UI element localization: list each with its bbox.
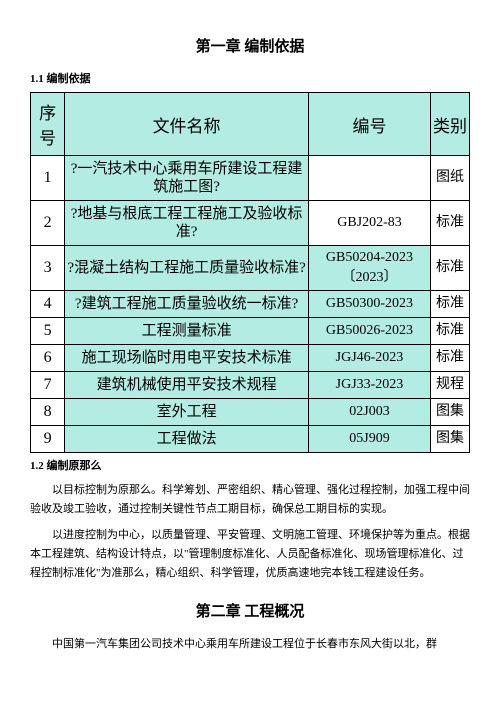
cell-seq: 4	[31, 291, 65, 318]
cell-name: 工程做法	[65, 426, 309, 453]
cell-name: 施工现场临时用电平安技术标准	[65, 345, 309, 372]
cell-seq: 2	[31, 201, 65, 246]
cell-code: GB50026-2023	[309, 318, 431, 345]
table-row: 7 建筑机械使用平安技术规程 JGJ33-2023 规程	[31, 372, 470, 399]
cell-type: 标准	[430, 246, 469, 291]
table-row: 4 ?建筑工程施工质量验收统一标准? GB50300-2023 标准	[31, 291, 470, 318]
table-row: 5 工程测量标准 GB50026-2023 标准	[31, 318, 470, 345]
cell-type: 标准	[430, 201, 469, 246]
cell-type: 规程	[430, 372, 469, 399]
table-row: 8 室外工程 02J003 图集	[31, 399, 470, 426]
cell-code: 05J909	[309, 426, 431, 453]
cell-name: ?一汽技术中心乘用车所建设工程建筑施工图?	[65, 156, 309, 201]
cell-seq: 1	[31, 156, 65, 201]
cell-name: 建筑机械使用平安技术规程	[65, 372, 309, 399]
cell-code: JGJ46-2023	[309, 345, 431, 372]
cell-code: GB50300-2023	[309, 291, 431, 318]
cell-seq: 3	[31, 246, 65, 291]
cell-type: 标准	[430, 318, 469, 345]
table-row: 9 工程做法 05J909 图集	[31, 426, 470, 453]
section-1-2-heading: 1.2 编制原那么	[30, 457, 470, 473]
cell-type: 标准	[430, 345, 469, 372]
basis-table: 序号 文件名称 编号 类别 1 ?一汽技术中心乘用车所建设工程建筑施工图? 图纸…	[30, 92, 470, 453]
cell-name: 工程测量标准	[65, 318, 309, 345]
cell-type: 图集	[430, 426, 469, 453]
paragraph-2: 以进度控制为中心，以质量管理、平安管理、文明施工管理、环境保护等为重点。根据本工…	[30, 526, 470, 582]
section-1-1-heading: 1.1 编制依据	[30, 70, 470, 86]
cell-code: GB50204-2023〔2023〕	[309, 246, 431, 291]
header-code: 编号	[309, 93, 431, 156]
cell-seq: 8	[31, 399, 65, 426]
header-type: 类别	[430, 93, 469, 156]
table-row: 1 ?一汽技术中心乘用车所建设工程建筑施工图? 图纸	[31, 156, 470, 201]
table-row: 2 ?地基与根底工程工程施工及验收标准? GBJ202-83 标准	[31, 201, 470, 246]
cell-seq: 6	[31, 345, 65, 372]
cell-seq: 5	[31, 318, 65, 345]
cell-code: GBJ202-83	[309, 201, 431, 246]
header-seq: 序号	[31, 93, 65, 156]
header-name: 文件名称	[65, 93, 309, 156]
cell-name: ?建筑工程施工质量验收统一标准?	[65, 291, 309, 318]
table-row: 6 施工现场临时用电平安技术标准 JGJ46-2023 标准	[31, 345, 470, 372]
cell-name: ?地基与根底工程工程施工及验收标准?	[65, 201, 309, 246]
cell-name: 室外工程	[65, 399, 309, 426]
cell-seq: 7	[31, 372, 65, 399]
cell-type: 图纸	[430, 156, 469, 201]
paragraph-3: 中国第一汽车集团公司技术中心乘用车所建设工程位于长春市东风大街以北，群	[30, 635, 470, 654]
cell-type: 图集	[430, 399, 469, 426]
chapter-2-title: 第二章 工程概况	[30, 600, 470, 621]
cell-code: 02J003	[309, 399, 431, 426]
table-row: 3 ?混凝土结构工程施工质量验收标准? GB50204-2023〔2023〕 标…	[31, 246, 470, 291]
cell-name: ?混凝土结构工程施工质量验收标准?	[65, 246, 309, 291]
cell-seq: 9	[31, 426, 65, 453]
cell-code: JGJ33-2023	[309, 372, 431, 399]
paragraph-1: 以目标控制为原那么。科学筹划、严密组织、精心管理、强化过程控制，加强工程中间验收…	[30, 481, 470, 518]
cell-code	[309, 156, 431, 201]
table-header-row: 序号 文件名称 编号 类别	[31, 93, 470, 156]
cell-type: 标准	[430, 291, 469, 318]
chapter-1-title: 第一章 编制依据	[30, 35, 470, 56]
